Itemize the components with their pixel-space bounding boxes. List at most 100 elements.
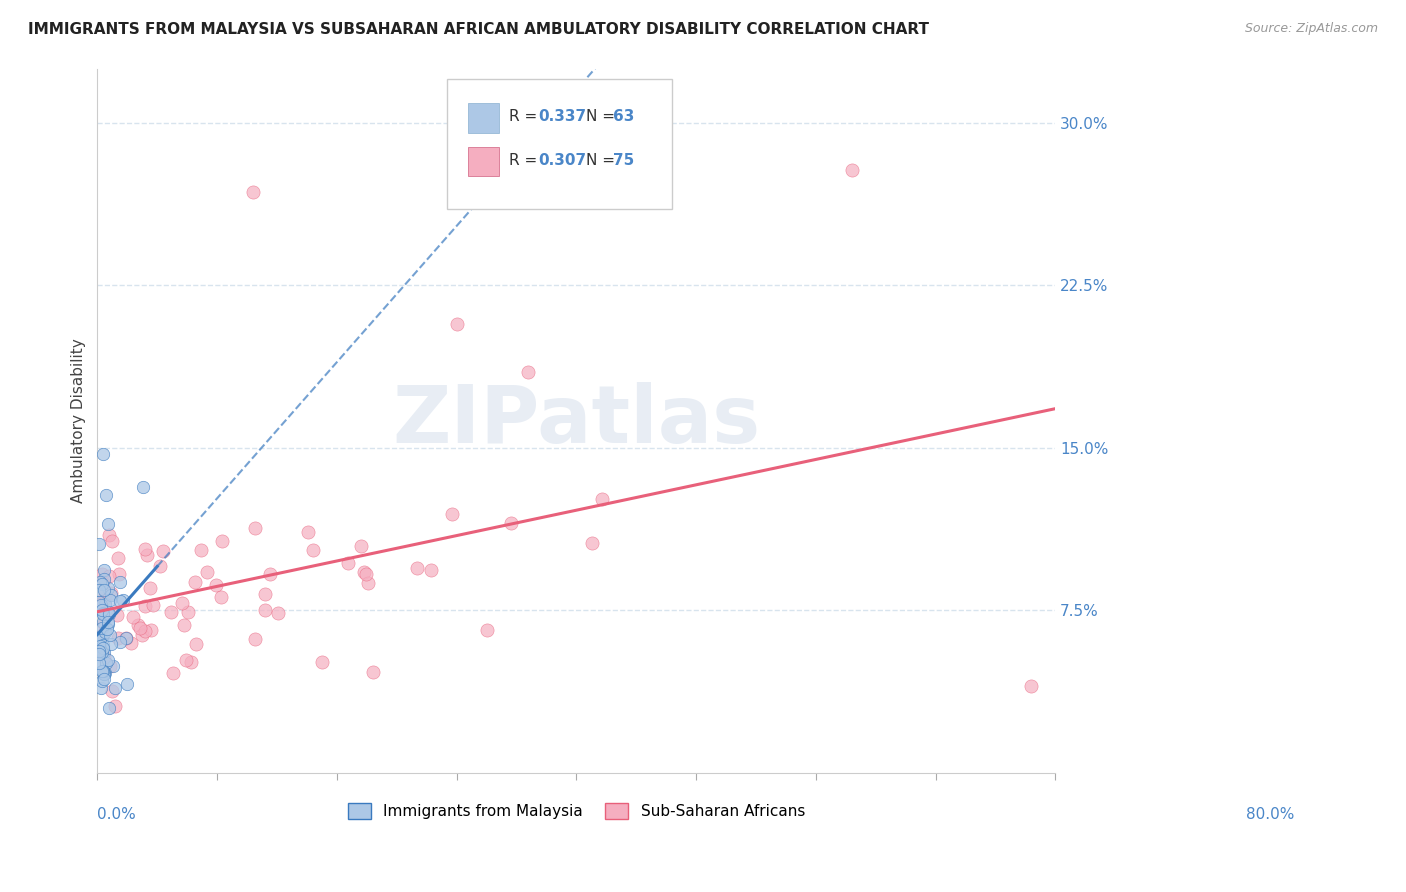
Point — [93, 587, 115, 601]
Point — [135, 548, 157, 562]
Y-axis label: Ambulatory Disability: Ambulatory Disability — [72, 338, 86, 503]
Point — [101, 683, 124, 698]
Point — [134, 624, 156, 638]
Point — [90, 673, 112, 688]
Point — [128, 621, 150, 635]
Point — [90, 621, 112, 635]
Point — [127, 618, 149, 632]
Point — [96, 622, 118, 636]
Point — [205, 578, 228, 592]
Point — [297, 524, 319, 539]
Point — [361, 665, 384, 679]
Point — [91, 665, 114, 679]
Legend: Immigrants from Malaysia, Sub-Saharan Africans: Immigrants from Malaysia, Sub-Saharan Af… — [342, 797, 811, 825]
Point — [89, 632, 111, 647]
Point — [446, 317, 468, 331]
Point — [91, 615, 114, 630]
Point — [139, 624, 162, 638]
Point — [266, 606, 288, 620]
Point — [91, 603, 114, 617]
Text: 63: 63 — [613, 109, 634, 124]
Point — [104, 681, 127, 695]
Text: 0.337: 0.337 — [538, 109, 586, 124]
Point — [209, 590, 232, 604]
Point — [90, 681, 112, 695]
Point — [87, 643, 110, 657]
Point — [174, 653, 197, 667]
Point — [91, 447, 114, 461]
Point — [311, 656, 333, 670]
Point — [97, 528, 120, 542]
Point — [87, 599, 110, 613]
Point — [115, 631, 138, 645]
Point — [475, 623, 498, 637]
Point — [101, 534, 124, 549]
Point — [581, 535, 603, 549]
Point — [591, 492, 613, 507]
Point — [93, 592, 115, 607]
Point — [94, 597, 117, 611]
Point — [91, 607, 114, 621]
Point — [91, 664, 114, 678]
Point — [91, 632, 114, 646]
Point — [97, 607, 120, 621]
Point — [111, 592, 134, 607]
Point — [91, 627, 114, 641]
Text: 80.0%: 80.0% — [1247, 806, 1295, 822]
Point — [841, 163, 863, 178]
Point — [152, 543, 174, 558]
Point — [134, 541, 156, 556]
Point — [254, 587, 277, 601]
Point — [90, 577, 112, 591]
Point — [101, 659, 124, 673]
Point — [93, 665, 115, 680]
Point — [245, 521, 267, 535]
Point — [94, 665, 117, 680]
Point — [353, 566, 375, 580]
Point — [93, 645, 115, 659]
Point — [120, 635, 142, 649]
Text: IMMIGRANTS FROM MALAYSIA VS SUBSAHARAN AFRICAN AMBULATORY DISABILITY CORRELATION: IMMIGRANTS FROM MALAYSIA VS SUBSAHARAN A… — [28, 22, 929, 37]
Point — [91, 606, 114, 620]
Point — [110, 575, 132, 590]
Point — [356, 575, 378, 590]
Point — [190, 543, 212, 558]
Point — [89, 574, 111, 589]
Point — [354, 566, 377, 581]
Point — [89, 645, 111, 659]
Point — [93, 616, 115, 631]
Point — [517, 365, 540, 379]
Point — [406, 561, 429, 575]
Point — [93, 649, 115, 664]
Point — [94, 624, 117, 639]
Point — [100, 586, 122, 600]
Text: 0.0%: 0.0% — [97, 806, 136, 822]
Point — [302, 542, 325, 557]
Point — [97, 701, 120, 715]
Point — [93, 563, 115, 577]
Point — [89, 639, 111, 653]
Point — [499, 516, 522, 530]
Point — [94, 488, 117, 502]
Point — [97, 615, 120, 629]
Point — [107, 631, 129, 645]
Text: R =: R = — [509, 153, 543, 168]
Text: R =: R = — [509, 109, 543, 124]
Point — [87, 595, 110, 609]
Point — [107, 550, 129, 565]
Point — [87, 656, 110, 670]
Point — [91, 575, 114, 590]
Point — [184, 574, 207, 589]
Point — [211, 533, 233, 548]
Point — [97, 617, 120, 632]
Point — [93, 667, 115, 681]
Point — [87, 644, 110, 658]
Bar — [468, 146, 499, 177]
Point — [100, 588, 122, 602]
Point — [132, 480, 155, 494]
Text: 0.307: 0.307 — [538, 153, 586, 168]
Point — [93, 638, 115, 652]
Point — [177, 605, 200, 619]
Point — [105, 607, 128, 622]
Point — [108, 567, 131, 582]
